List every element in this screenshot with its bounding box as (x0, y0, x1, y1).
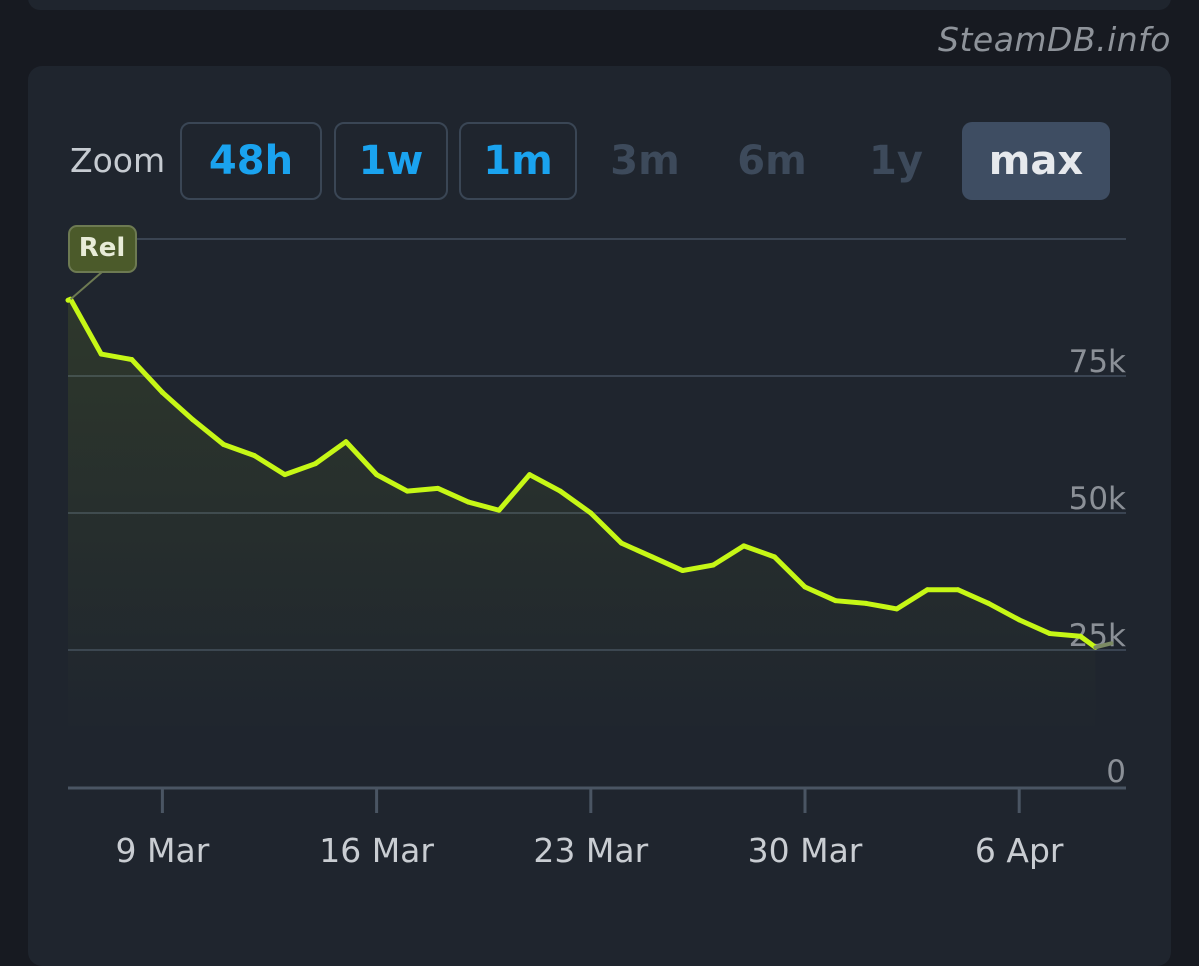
data-point (649, 554, 655, 560)
data-point (833, 598, 839, 604)
watermark: SteamDB.info (938, 20, 1171, 59)
series-end-marker (1093, 641, 1114, 650)
zoom-1w-button[interactable]: 1w (334, 122, 448, 200)
data-point (588, 510, 594, 516)
data-point (1016, 617, 1022, 623)
data-point (1077, 633, 1083, 639)
data-point (710, 562, 716, 568)
area-fill (68, 299, 1096, 737)
data-point (282, 472, 288, 478)
data-point (159, 389, 165, 395)
x-tick-label: 6 Apr (975, 831, 1064, 870)
data-point (129, 357, 135, 363)
data-point (802, 584, 808, 590)
zoom-label: Zoom (70, 141, 166, 180)
series-line-path (65, 296, 1098, 650)
release-flag: Rel (68, 225, 137, 301)
data-point (496, 507, 502, 513)
x-tick-label: 23 Mar (533, 831, 648, 870)
flag-pin (69, 271, 103, 301)
data-point (343, 439, 349, 445)
data-point (618, 540, 624, 546)
data-point (404, 488, 410, 494)
data-point (986, 600, 992, 606)
x-axis (68, 786, 1126, 813)
data-point (465, 499, 471, 505)
zoom-3m-button: 3m (610, 138, 680, 184)
flag-box (68, 225, 137, 273)
data-point (190, 417, 196, 423)
x-tick-label: 30 Mar (748, 831, 863, 870)
x-tick-label: 16 Mar (319, 831, 434, 870)
data-point (527, 472, 533, 478)
data-point (741, 543, 747, 549)
data-point (557, 488, 563, 494)
x-tick-label: 9 Mar (116, 831, 210, 870)
data-point (771, 554, 777, 560)
y-tick-label: 75k (1069, 344, 1126, 380)
data-point (924, 587, 930, 593)
zoom-6m-button: 6m (737, 138, 807, 184)
x-axis-labels: 9 Mar 16 Mar 23 Mar 30 Mar 6 Apr (116, 831, 1064, 870)
series-area (68, 299, 1096, 737)
data-point (98, 351, 104, 357)
data-point (374, 472, 380, 478)
series-line (65, 296, 1114, 650)
data-point (221, 442, 227, 447)
zoom-48h-button[interactable]: 48h (180, 122, 322, 200)
zoom-1m-button[interactable]: 1m (459, 122, 577, 200)
data-point (312, 461, 318, 467)
data-point (251, 452, 257, 458)
data-point (894, 606, 900, 612)
data-point (680, 568, 686, 574)
zoom-1y-button: 1y (869, 138, 923, 184)
zoom-max-button[interactable]: max (962, 122, 1110, 200)
flag-label: Rel (79, 233, 126, 263)
data-point (955, 587, 961, 593)
data-point (435, 485, 441, 491)
data-point (863, 600, 869, 606)
y-tick-label: 50k (1069, 481, 1126, 517)
previous-card (28, 0, 1171, 10)
data-point (1047, 631, 1053, 637)
y-tick-label: 0 (1106, 754, 1126, 790)
